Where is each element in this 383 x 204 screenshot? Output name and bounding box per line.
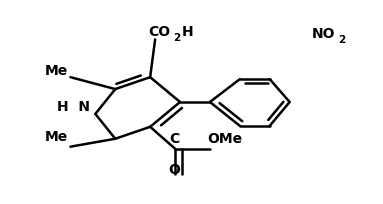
Text: 2: 2 <box>173 33 181 43</box>
Text: O: O <box>169 162 180 176</box>
Text: Me: Me <box>44 130 68 143</box>
Text: H  N: H N <box>57 99 90 113</box>
Text: H: H <box>182 25 193 39</box>
Text: NO: NO <box>311 27 335 41</box>
Text: 2: 2 <box>338 35 345 44</box>
Text: CO: CO <box>148 25 170 39</box>
Text: C: C <box>169 132 180 145</box>
Text: OMe: OMe <box>207 132 242 145</box>
Text: Me: Me <box>44 64 68 78</box>
